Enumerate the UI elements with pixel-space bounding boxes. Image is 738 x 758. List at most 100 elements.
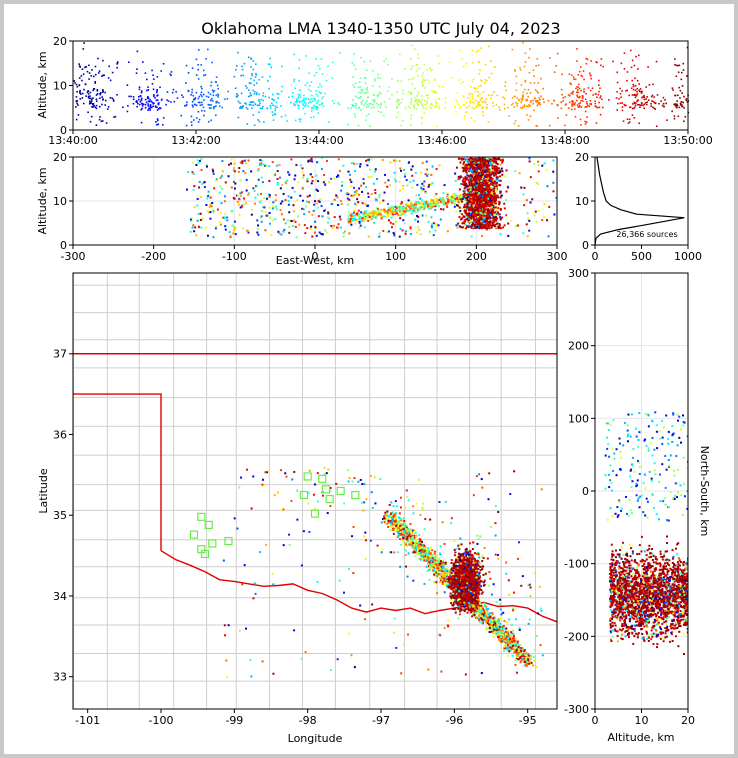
vhf-source-point — [478, 103, 480, 106]
vhf-source-point — [347, 218, 350, 221]
vhf-source-point — [468, 168, 471, 171]
vhf-source-point — [404, 549, 407, 552]
vhf-source-point — [417, 53, 419, 56]
vhf-source-point — [365, 215, 368, 218]
vhf-source-point — [264, 210, 267, 213]
vhf-source-point — [403, 222, 406, 225]
vhf-source-point — [102, 91, 104, 93]
vhf-source-point — [94, 82, 97, 84]
vhf-source-point — [207, 195, 210, 198]
vhf-source-point — [655, 60, 658, 63]
vhf-source-point — [415, 194, 418, 197]
vhf-source-point — [85, 65, 88, 68]
vhf-source-point — [293, 103, 295, 105]
vhf-source-point — [495, 194, 498, 197]
vhf-source-point — [470, 186, 473, 189]
vhf-source-point — [312, 493, 315, 496]
vhf-source-point — [552, 159, 555, 162]
vhf-source-point — [305, 205, 308, 208]
vhf-source-point — [433, 580, 436, 583]
vhf-source-point — [469, 201, 472, 204]
vhf-source-point — [473, 196, 476, 199]
vhf-source-point — [489, 174, 492, 177]
y-tick-label: 20 — [53, 151, 67, 164]
vhf-source-point — [470, 205, 473, 208]
vhf-source-point — [258, 78, 260, 81]
vhf-source-point — [361, 99, 364, 102]
vhf-source-point — [363, 483, 366, 486]
vhf-source-point — [475, 182, 478, 185]
vhf-source-point — [469, 542, 472, 545]
vhf-source-point — [484, 159, 487, 162]
vhf-source-point — [462, 95, 464, 97]
vhf-source-point — [216, 84, 219, 87]
vhf-source-point — [194, 96, 197, 99]
vhf-source-point — [261, 105, 264, 108]
vhf-source-point — [83, 42, 85, 44]
vhf-source-point — [116, 61, 119, 63]
vhf-source-point — [409, 181, 412, 184]
vhf-source-point — [476, 534, 479, 537]
x-tick-label: 500 — [631, 250, 652, 263]
vhf-source-point — [431, 223, 434, 226]
vhf-source-point — [682, 69, 685, 71]
vhf-source-point — [156, 99, 159, 101]
vhf-source-point — [470, 199, 473, 202]
vhf-source-point — [632, 107, 635, 110]
vhf-source-point — [414, 206, 417, 209]
vhf-source-point — [477, 102, 480, 104]
vhf-source-point — [218, 191, 221, 194]
vhf-source-point — [475, 223, 478, 226]
vhf-source-point — [661, 104, 664, 107]
vhf-source-point — [499, 217, 502, 220]
vhf-source-point — [486, 177, 489, 180]
vhf-source-point — [382, 229, 385, 232]
vhf-source-point — [199, 195, 202, 198]
vhf-source-point — [371, 603, 374, 606]
vhf-source-point — [457, 103, 460, 106]
vhf-source-point — [359, 215, 362, 218]
vhf-source-point — [465, 210, 468, 213]
vhf-source-point — [353, 53, 355, 55]
vhf-source-point — [315, 106, 318, 108]
vhf-source-point — [357, 124, 360, 127]
vhf-source-point — [460, 182, 463, 185]
vhf-source-point — [676, 64, 679, 67]
vhf-source-point — [549, 57, 551, 59]
vhf-source-point — [192, 161, 195, 164]
vhf-source-point — [373, 106, 375, 109]
vhf-source-point — [495, 185, 498, 188]
vhf-source-point — [239, 206, 242, 209]
vhf-source-point — [462, 215, 465, 218]
vhf-source-point — [93, 88, 96, 90]
vhf-source-point — [140, 97, 143, 100]
vhf-source-point — [76, 102, 78, 105]
vhf-source-point — [395, 210, 398, 213]
vhf-source-point — [612, 60, 614, 63]
vhf-source-point — [516, 557, 519, 560]
vhf-source-point — [628, 118, 631, 121]
vhf-source-point — [261, 181, 264, 184]
vhf-source-point — [529, 105, 532, 107]
vhf-source-point — [245, 627, 248, 630]
vhf-source-point — [94, 106, 97, 109]
vhf-source-point — [250, 57, 252, 60]
vhf-source-point — [483, 190, 486, 193]
vhf-source-point — [522, 94, 524, 96]
vhf-source-point — [138, 88, 141, 91]
vhf-source-point — [515, 89, 518, 92]
vhf-source-point — [187, 89, 190, 92]
vhf-source-point — [109, 79, 112, 82]
y-tick-label: 10 — [575, 195, 589, 208]
vhf-source-point — [223, 200, 226, 203]
vhf-source-point — [462, 158, 465, 161]
vhf-source-point — [564, 96, 566, 98]
vhf-source-point — [276, 106, 279, 108]
vhf-source-point — [380, 104, 382, 106]
vhf-source-point — [481, 157, 484, 160]
vhf-source-point — [490, 525, 493, 528]
vhf-source-point — [479, 69, 481, 71]
vhf-source-point — [279, 209, 282, 212]
vhf-source-point — [75, 118, 78, 121]
vhf-source-point — [531, 198, 534, 201]
